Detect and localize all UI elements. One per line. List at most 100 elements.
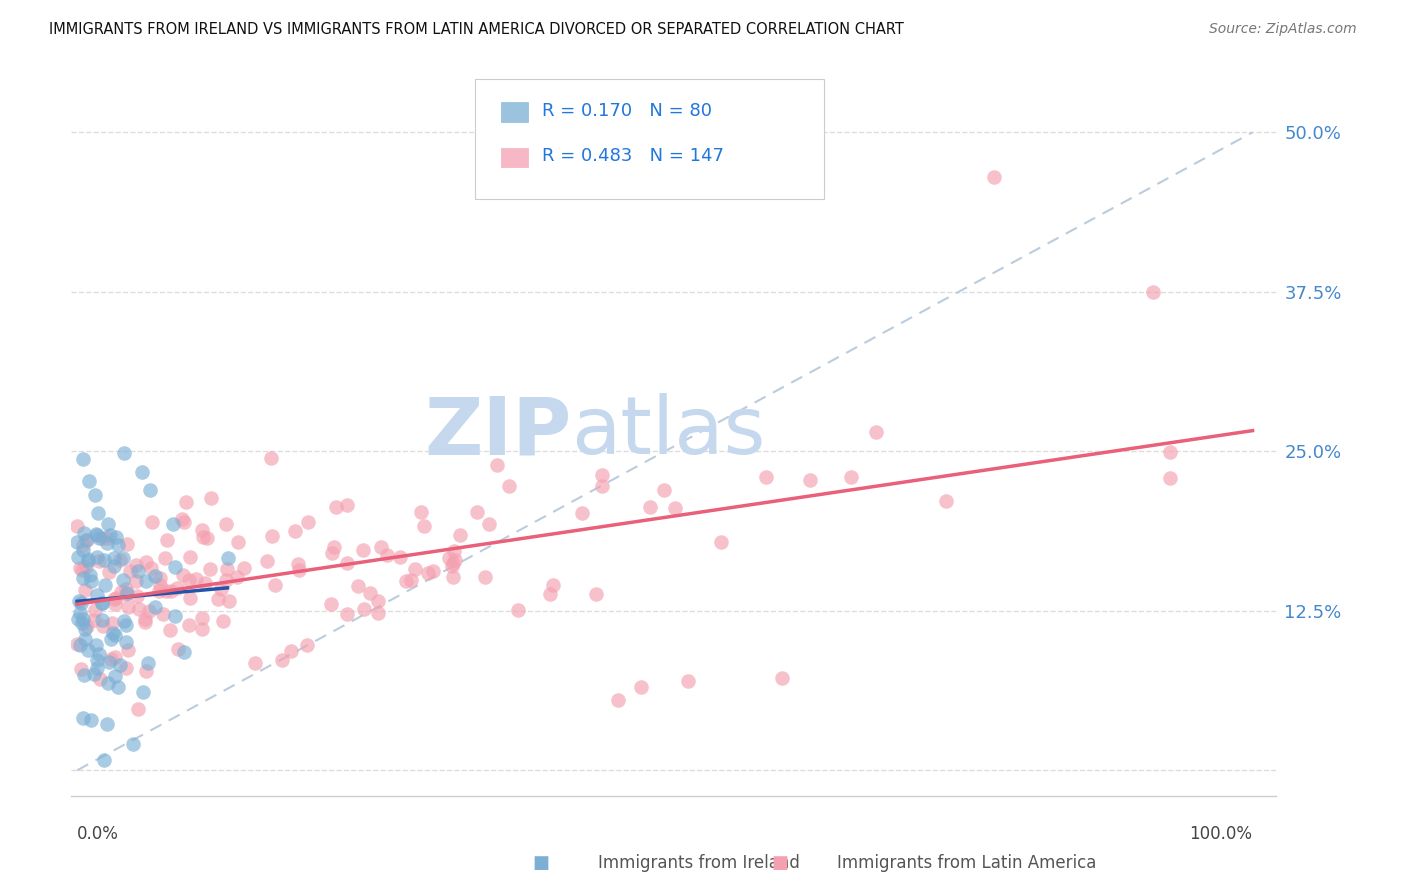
- Point: [159, 624, 181, 638]
- Point: [103, 591, 125, 606]
- Point: [441, 559, 464, 574]
- Point: [367, 606, 389, 620]
- Point: [167, 641, 190, 656]
- Point: [131, 465, 153, 479]
- Text: IMMIGRANTS FROM IRELAND VS IMMIGRANTS FROM LATIN AMERICA DIVORCED OR SEPARATED C: IMMIGRANTS FROM IRELAND VS IMMIGRANTS FR…: [49, 22, 904, 37]
- Point: [1159, 471, 1181, 485]
- Point: [86, 660, 108, 674]
- Point: [770, 672, 793, 686]
- Point: [75, 560, 97, 574]
- Point: [162, 517, 184, 532]
- Point: [107, 680, 129, 694]
- Point: [441, 556, 464, 570]
- Point: [585, 587, 607, 601]
- Point: [389, 550, 412, 565]
- Point: [77, 551, 100, 566]
- Point: [409, 505, 432, 519]
- Point: [117, 599, 139, 614]
- Point: [934, 494, 956, 508]
- Point: [70, 596, 93, 610]
- Point: [1159, 444, 1181, 458]
- Point: [370, 541, 392, 555]
- Point: [465, 505, 488, 519]
- Point: [75, 533, 97, 548]
- Point: [96, 535, 118, 549]
- Point: [125, 558, 148, 572]
- Point: [98, 528, 121, 542]
- Point: [865, 425, 887, 440]
- Point: [212, 614, 235, 628]
- Point: [352, 543, 374, 558]
- Point: [114, 446, 136, 460]
- Point: [101, 616, 124, 631]
- Point: [141, 561, 163, 575]
- Point: [165, 608, 187, 623]
- Point: [135, 574, 157, 588]
- Point: [127, 564, 149, 578]
- Point: [170, 512, 193, 526]
- Point: [75, 622, 97, 636]
- Point: [441, 570, 464, 584]
- Point: [114, 582, 136, 597]
- Point: [226, 534, 249, 549]
- Point: [498, 479, 520, 493]
- Point: [280, 644, 302, 658]
- Point: [678, 673, 700, 688]
- Point: [474, 569, 496, 583]
- Point: [94, 578, 117, 592]
- Text: R = 0.170   N = 80: R = 0.170 N = 80: [543, 102, 713, 120]
- Point: [138, 483, 160, 498]
- Point: [69, 638, 91, 652]
- Point: [73, 632, 96, 647]
- Point: [399, 573, 422, 587]
- Point: [72, 538, 94, 552]
- Point: [541, 578, 564, 592]
- Point: [367, 593, 389, 607]
- Point: [983, 169, 1005, 184]
- Point: [152, 607, 174, 621]
- Point: [97, 656, 120, 670]
- Point: [347, 579, 370, 593]
- Point: [103, 626, 125, 640]
- Point: [86, 528, 108, 542]
- Point: [104, 628, 127, 642]
- Point: [138, 604, 160, 618]
- Point: [80, 713, 103, 727]
- Point: [191, 530, 214, 544]
- Point: [217, 551, 239, 566]
- Point: [107, 538, 129, 552]
- Point: [207, 591, 229, 606]
- Point: [155, 533, 177, 548]
- Point: [73, 526, 96, 541]
- Point: [195, 531, 218, 545]
- Point: [215, 517, 238, 532]
- Text: ■: ■: [533, 855, 550, 872]
- Point: [135, 555, 157, 569]
- Point: [89, 531, 111, 545]
- Point: [141, 515, 163, 529]
- Point: [359, 586, 381, 600]
- Point: [84, 602, 107, 616]
- Point: [143, 568, 166, 582]
- Point: [98, 565, 121, 579]
- Point: [422, 565, 444, 579]
- Point: [112, 614, 135, 628]
- Point: [104, 597, 127, 611]
- Point: [70, 563, 93, 577]
- Point: [96, 717, 118, 731]
- Point: [91, 595, 114, 609]
- Point: [652, 483, 675, 497]
- Point: [115, 536, 138, 550]
- Point: [799, 473, 821, 487]
- Point: [177, 573, 200, 587]
- Point: [591, 479, 613, 493]
- Point: [66, 549, 89, 564]
- Point: [638, 500, 661, 514]
- Point: [232, 561, 254, 575]
- Point: [486, 458, 509, 472]
- FancyBboxPatch shape: [475, 79, 824, 200]
- Point: [177, 617, 200, 632]
- Point: [353, 602, 375, 616]
- Point: [449, 528, 471, 542]
- Point: [336, 607, 359, 621]
